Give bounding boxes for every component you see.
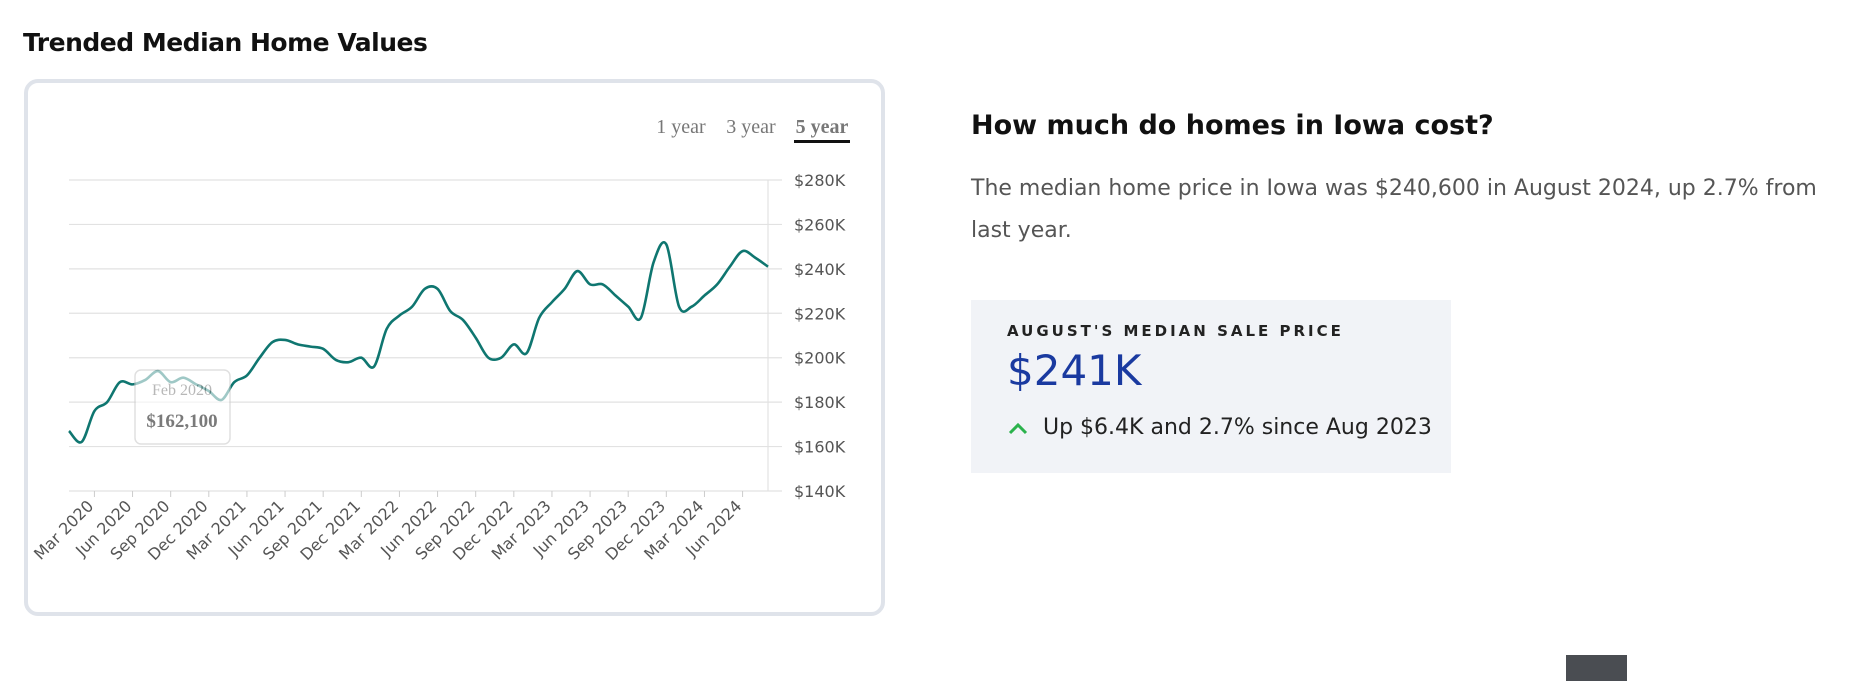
- stat-box: AUGUST'S MEDIAN SALE PRICE $241K Up $6.4…: [971, 300, 1451, 473]
- y-tick-label: $140K: [794, 482, 846, 501]
- range-tab[interactable]: 1 year: [656, 116, 706, 138]
- chart-card: [24, 79, 885, 616]
- floating-button[interactable]: [1566, 655, 1627, 681]
- y-tick-label: $260K: [794, 215, 846, 234]
- tooltip: Feb 2020 $162,100: [134, 369, 231, 445]
- tooltip-label: Feb 2020: [152, 382, 212, 399]
- info-heading: How much do homes in Iowa cost?: [971, 110, 1494, 141]
- info-text: The median home price in Iowa was $240,6…: [971, 176, 1817, 243]
- y-tick-label: $160K: [794, 438, 846, 457]
- active-tab-underline: [794, 140, 850, 143]
- tooltip-box: [134, 369, 231, 445]
- chart: 1 year 3 year 5 year $140K $160K $180K $200K $2…: [30, 116, 850, 564]
- range-tab[interactable]: 5 year: [796, 116, 849, 138]
- tooltip-value: $162,100: [146, 411, 217, 432]
- stat-label: AUGUST'S MEDIAN SALE PRICE: [1007, 322, 1344, 340]
- y-tick-label: $200K: [794, 349, 846, 368]
- y-tick-label: $240K: [794, 260, 846, 279]
- stat-change: Up $6.4K and 2.7% since Aug 2023: [1043, 415, 1432, 440]
- y-tick-label: $180K: [794, 393, 846, 412]
- range-tab[interactable]: 3 year: [726, 116, 776, 138]
- y-tick-label: $280K: [794, 171, 846, 190]
- stat-value: $241K: [1007, 346, 1142, 395]
- section-title: Trended Median Home Values: [23, 28, 428, 57]
- y-tick-label: $220K: [794, 304, 846, 323]
- up-arrow-icon: [1008, 422, 1028, 435]
